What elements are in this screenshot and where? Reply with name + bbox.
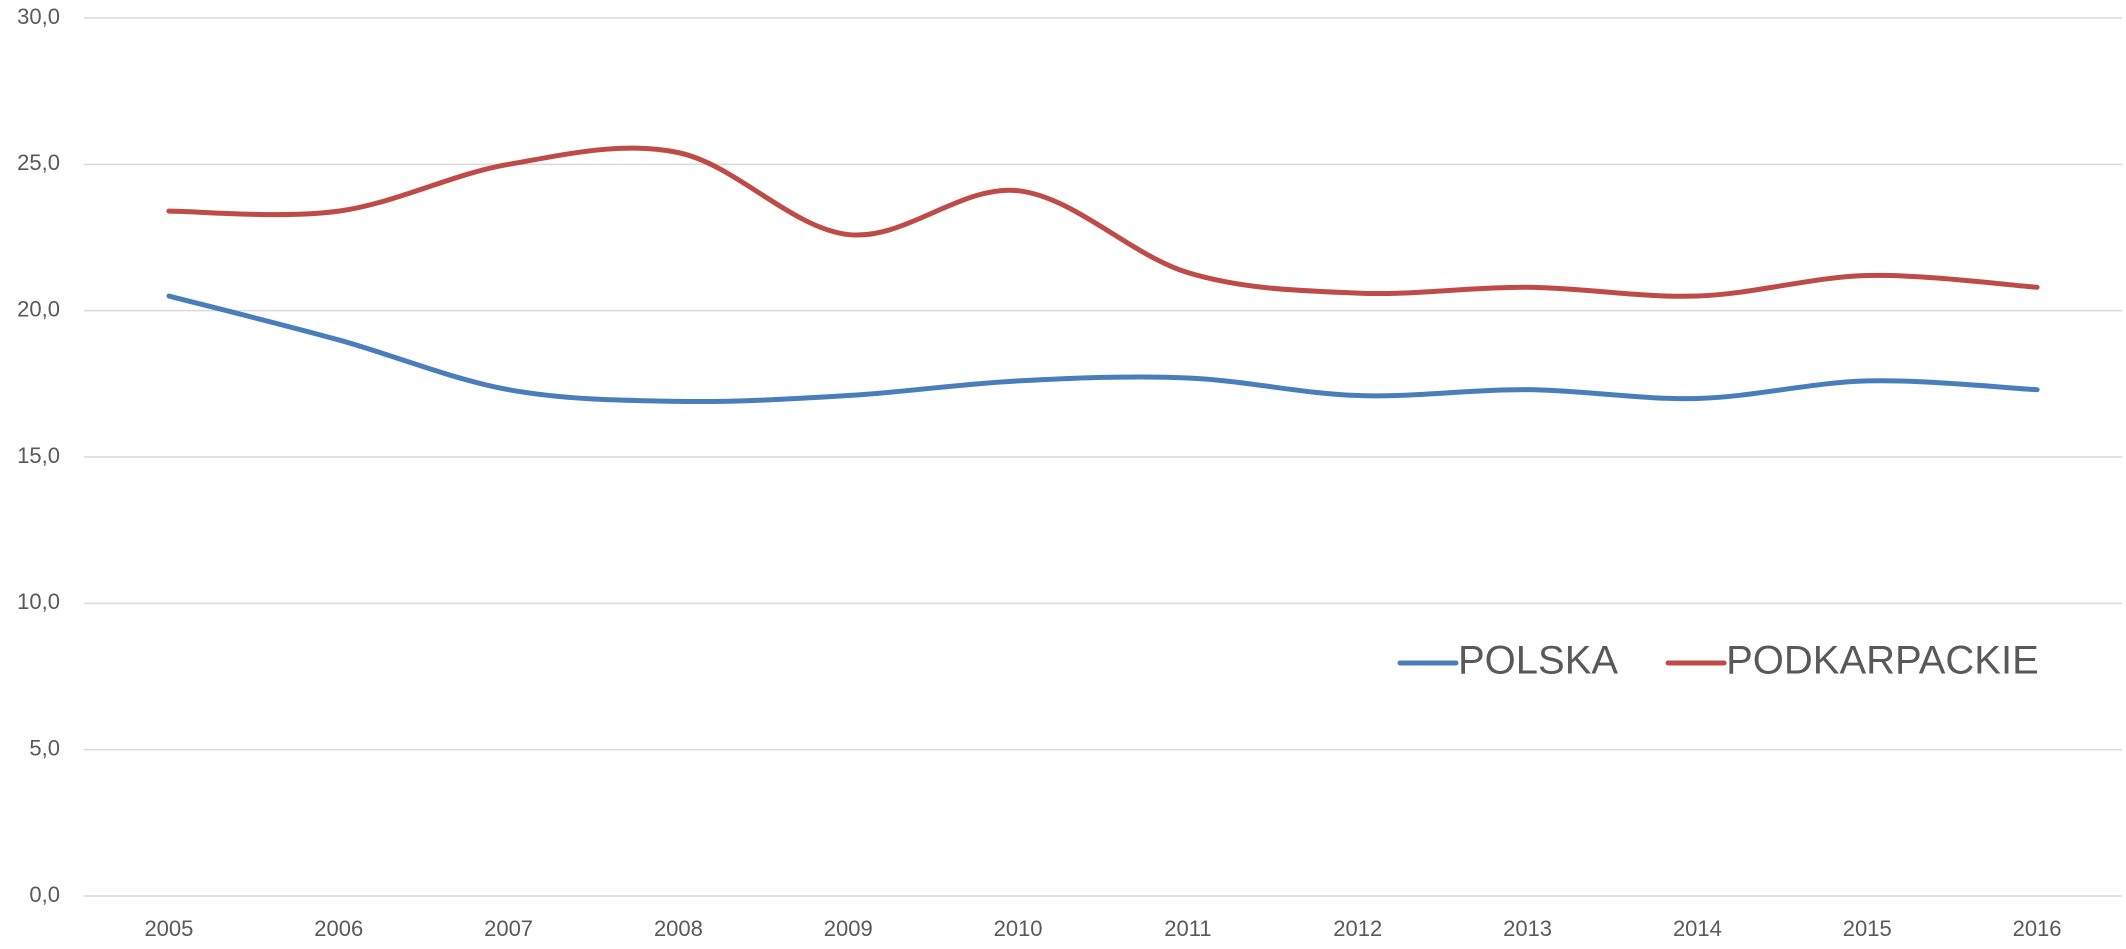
x-tick-label: 2011 [1164, 916, 1211, 941]
legend-label: PODKARPACKIE [1726, 639, 2039, 683]
x-tick-label: 2010 [994, 916, 1043, 941]
x-tick-label: 2005 [144, 916, 193, 941]
legend-label: POLSKA [1458, 639, 1618, 683]
y-tick-label: 0,0 [29, 882, 60, 907]
legend: POLSKA PODKARPACKIE [1397, 639, 2039, 683]
y-tick-label: 10,0 [17, 589, 60, 614]
x-tick-label: 2007 [484, 916, 533, 941]
x-tick-label: 2016 [2013, 916, 2062, 941]
x-tick-label: 2009 [824, 916, 873, 941]
line [166, 145, 2040, 299]
x-tick-label: 2008 [654, 916, 703, 941]
y-tick-label: 15,0 [17, 443, 60, 468]
x-tick-label: 2006 [314, 916, 363, 941]
x-tick-label: 2015 [1843, 916, 1892, 941]
x-tick-label: 2012 [1333, 916, 1382, 941]
y-tick-label: 20,0 [17, 296, 60, 321]
x-tick-label: 2013 [1503, 916, 1552, 941]
y-tick-label: 30,0 [17, 4, 60, 29]
y-tick-label: 25,0 [17, 150, 60, 175]
x-tick-label: 2014 [1673, 916, 1722, 941]
y-tick-label: 5,0 [29, 735, 60, 760]
line [166, 293, 2040, 405]
